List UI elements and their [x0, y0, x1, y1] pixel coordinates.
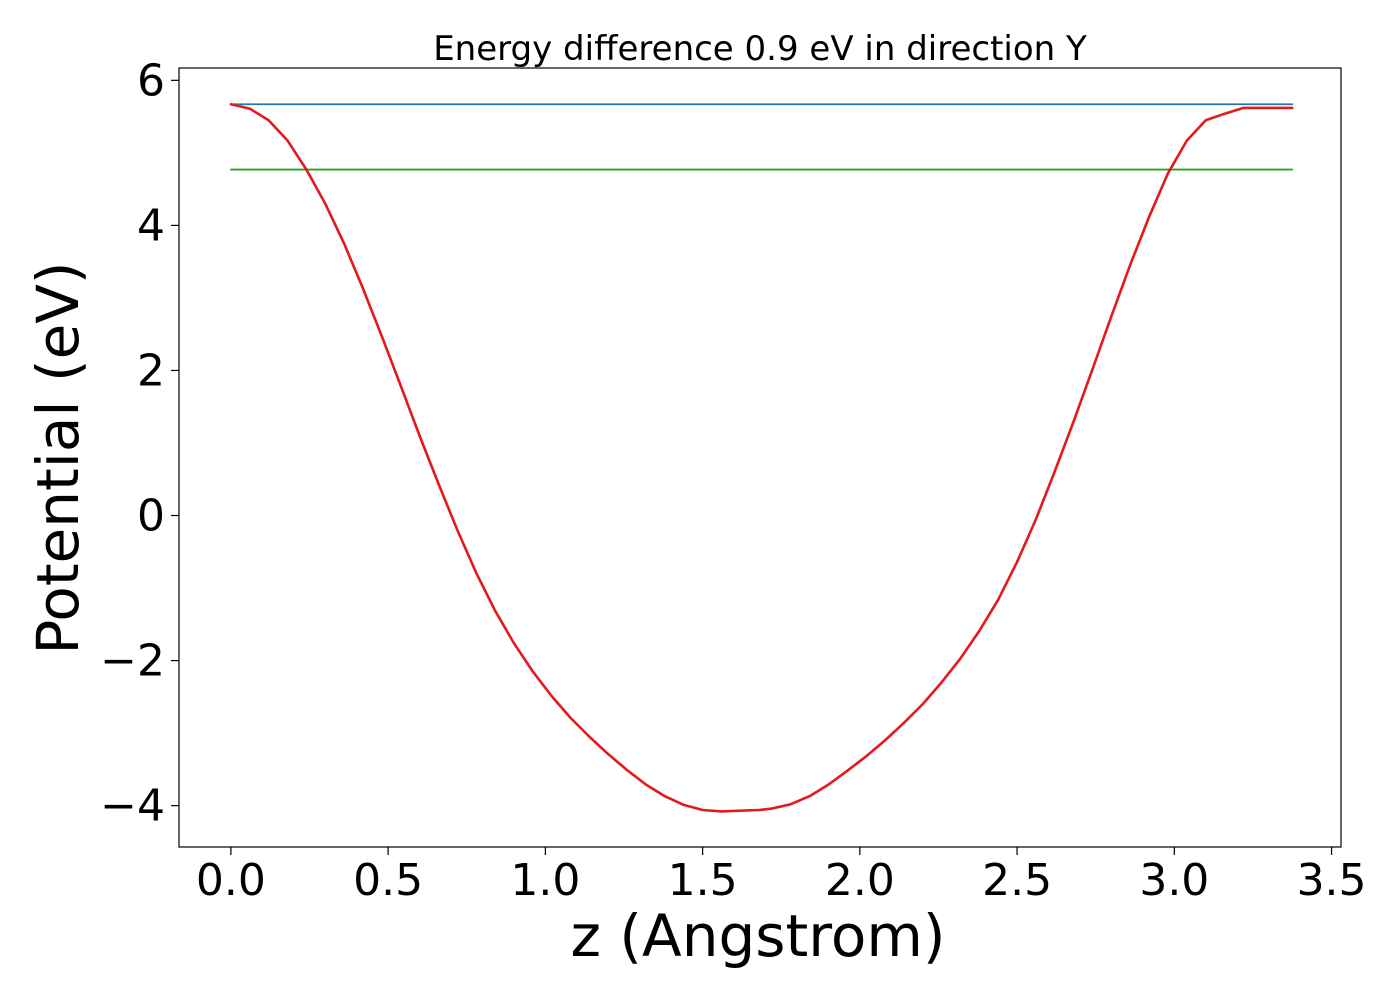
- x-axis: 0.0 0.5 1.0 1.5 2.0 2.5 3.0 3.5: [196, 847, 1367, 906]
- y-axis: −4 −2 0 2 4 6: [100, 55, 179, 832]
- y-tick-label: 2: [137, 345, 165, 396]
- chart-title: Energy difference 0.9 eV in direction Y: [433, 29, 1087, 69]
- series-layer: [229, 102, 1294, 813]
- y-tick-label: −2: [100, 636, 165, 687]
- y-tick-label: 0: [137, 491, 165, 542]
- x-tick-label: 3.5: [1297, 855, 1367, 906]
- x-tick-label: 1.0: [510, 855, 580, 906]
- y-tick-label: 4: [137, 200, 165, 251]
- y-tick-label: −4: [100, 781, 165, 832]
- y-tick-label: 6: [137, 55, 165, 106]
- x-tick-label: 0.5: [353, 855, 423, 906]
- plot-frame: [178, 67, 1342, 848]
- plot-area: [178, 67, 1342, 848]
- series-line-2: [229, 102, 1294, 813]
- x-tick-label: 3.0: [1139, 855, 1209, 906]
- x-axis-label: z (Angstrom): [571, 902, 946, 970]
- y-axis-label: Potential (eV): [24, 261, 92, 654]
- x-tick-label: 1.5: [668, 855, 738, 906]
- x-tick-label: 0.0: [196, 855, 266, 906]
- x-tick-label: 2.5: [982, 855, 1052, 906]
- x-tick-label: 2.0: [825, 855, 895, 906]
